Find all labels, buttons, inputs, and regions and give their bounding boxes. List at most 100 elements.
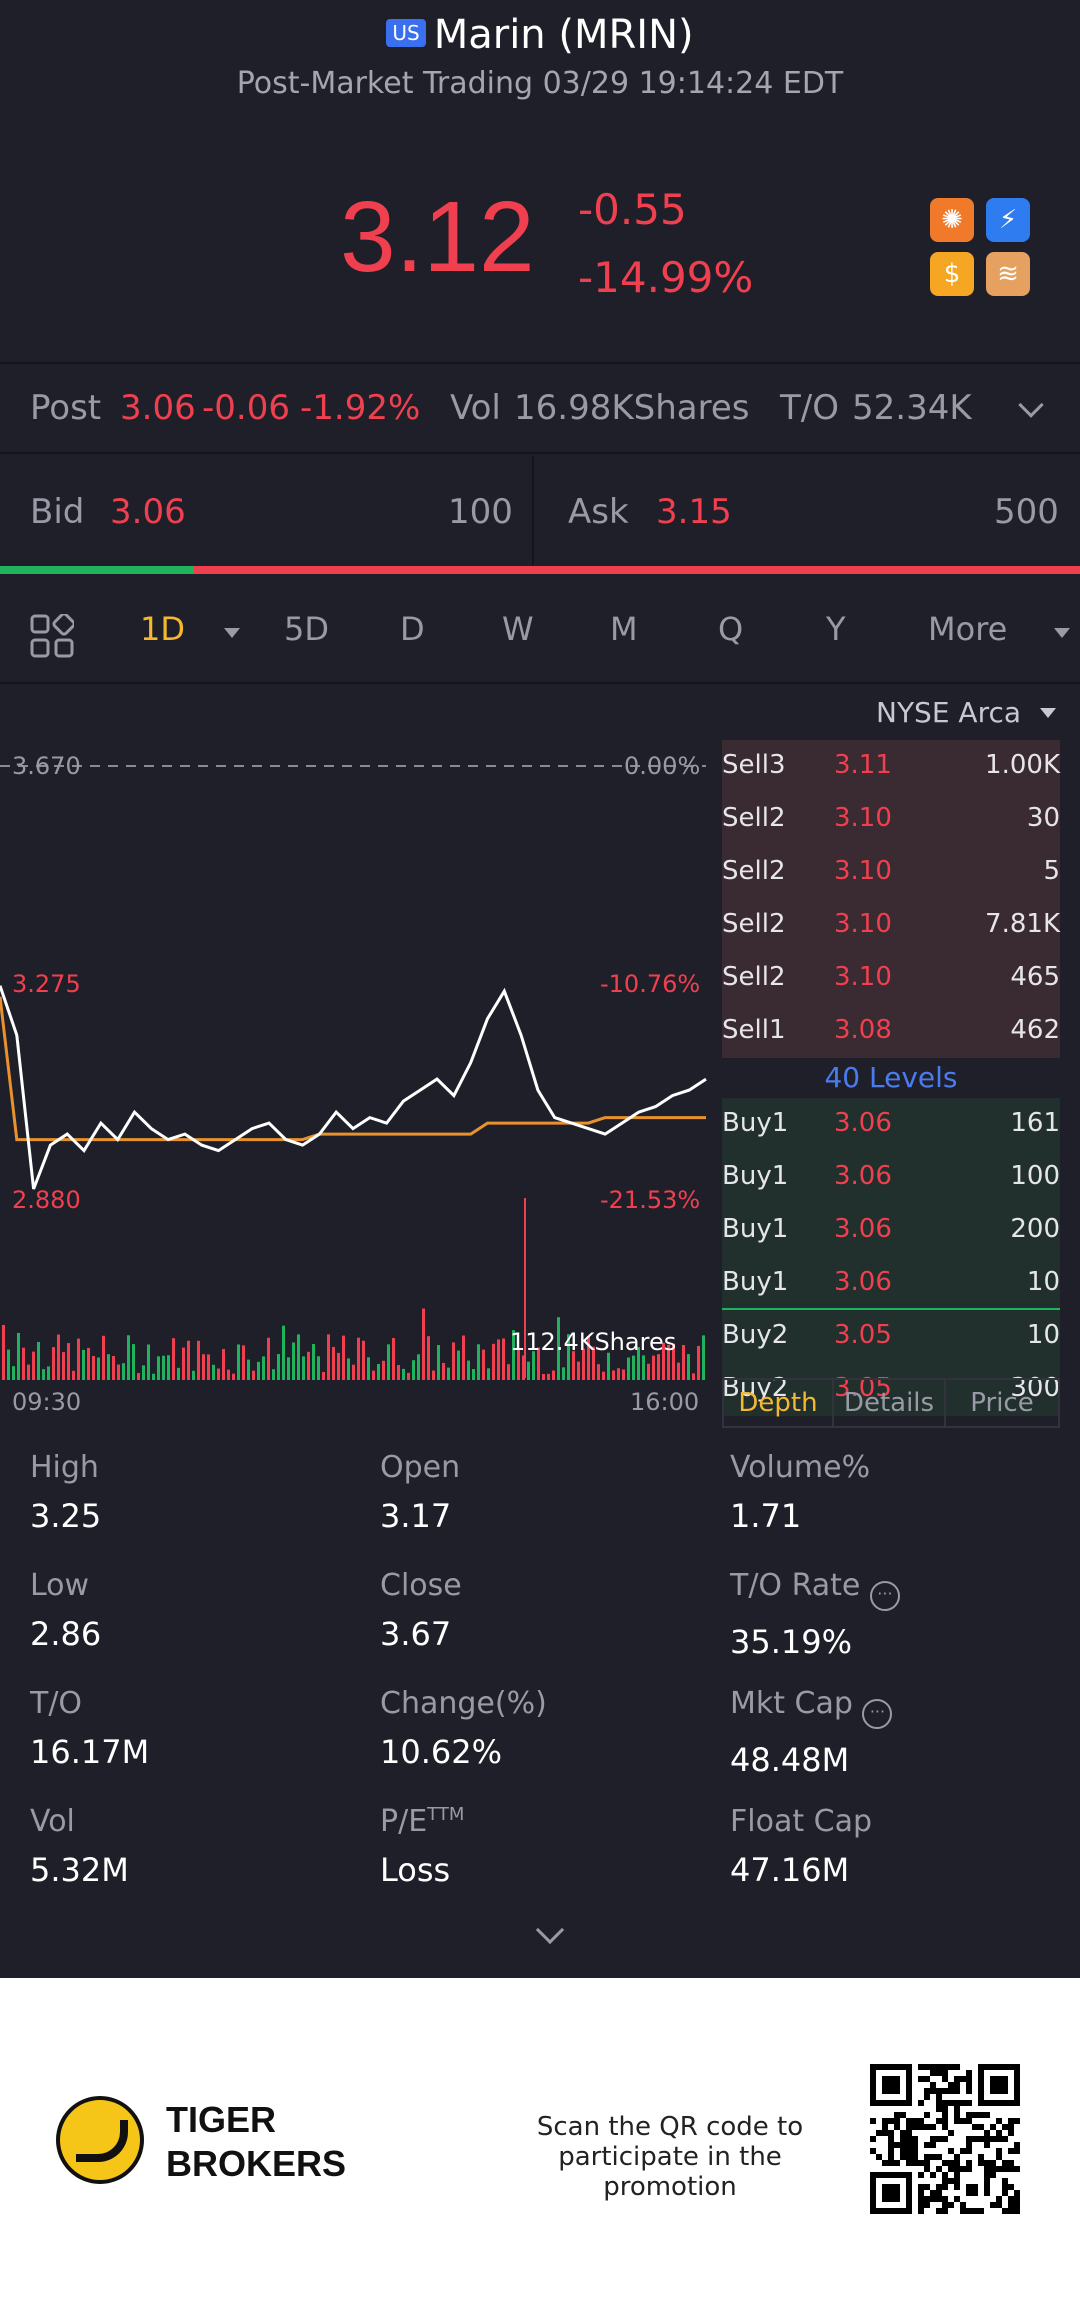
volume-bar [347,1358,350,1380]
price-chart-svg [0,765,707,1380]
volume-bar [237,1344,240,1380]
volume-bar [137,1373,140,1380]
volume-bar [112,1355,115,1380]
brand-name: TIGER BROKERS [166,2099,347,2184]
volume-bar [162,1355,165,1380]
level-size: 7.81K [985,909,1060,939]
exchange-selector[interactable]: NYSE Arca [876,696,1056,729]
side-label: Sell3 [722,750,786,780]
volume-bar [282,1325,285,1380]
volume-bar [632,1355,635,1380]
volume-bar [402,1368,405,1380]
volume-bar [562,1367,565,1380]
level-price: 3.06 [834,1108,892,1138]
dollar-icon[interactable]: $ [930,252,974,296]
tab-price[interactable]: Price [970,1388,1034,1418]
grid-icon[interactable] [30,614,74,658]
tab-details[interactable]: Details [834,1380,946,1426]
volume-bar [292,1342,295,1380]
quote-header: US Marin (MRIN) Post-Market Trading 03/29… [0,0,1080,360]
volume-bar [327,1334,330,1380]
levels-button[interactable]: 40 Levels [824,1061,958,1094]
chart-analysis-icon[interactable]: ✺ [930,198,974,242]
layers-icon[interactable]: ≋ [986,252,1030,296]
volume-bar [362,1340,365,1380]
caret-down-icon[interactable] [224,628,240,638]
volume-bar [382,1360,385,1380]
level-size: 10 [1026,1320,1060,1350]
intraday-chart[interactable]: 3.670 0.00% 3.275 -10.76% 2.880 -21.53% … [0,690,710,1416]
volume-bar [662,1342,665,1380]
volume-bar [57,1334,60,1380]
volume-bar [367,1357,370,1380]
tab-q[interactable]: Q [718,610,744,648]
volume-bar [467,1360,470,1380]
volume-bar [427,1336,430,1380]
tab-depth[interactable]: Depth [724,1380,834,1426]
tab-m[interactable]: M [610,610,638,648]
orderbook-tabs: Depth Details Price [722,1378,1060,1428]
volume-bar [62,1352,65,1380]
tab-d[interactable]: D [400,610,425,648]
volume-bar [512,1330,515,1380]
order-book[interactable]: Sell3 3.11 1.00K Sell2 3.10 30 Sell2 3.10 5 Sell2… [722,740,1060,1416]
volume-bar [17,1332,20,1380]
volume-bar [687,1354,690,1380]
tab-5d[interactable]: 5D [284,610,329,648]
exchange-label: NYSE Arca [876,696,1022,729]
volume-bar [227,1369,230,1380]
volume-bar [407,1372,410,1380]
volume-bar [262,1356,265,1380]
volume-bar [527,1361,530,1380]
volume-bar [302,1356,305,1380]
level-size: 10 [1026,1267,1060,1297]
volume-bar [47,1366,50,1380]
tab-1d[interactable]: 1D [140,610,185,648]
lightning-icon[interactable]: ⚡ [986,198,1030,242]
stock-title[interactable]: US Marin (MRIN) [0,12,1080,58]
time-start-label: 09:30 [12,1388,82,1416]
volume-bar [172,1338,175,1380]
volume-bar [22,1347,25,1380]
volume-bar [377,1363,380,1380]
post-to-value: 52.34K [852,388,972,428]
price-change: -0.55 [578,185,687,234]
volume-bar [652,1355,655,1380]
level-size: 465 [1010,962,1060,992]
volume-bar [357,1337,360,1380]
volume-bar [232,1373,235,1380]
tab-y[interactable]: Y [826,610,846,648]
volume-bar [317,1356,320,1380]
volume-bar [462,1335,465,1380]
top-pct-label: 0.00% [624,752,701,780]
qr-code-icon [870,2064,1020,2214]
volume-bar [647,1363,650,1380]
tab-more[interactable]: More [928,610,1008,648]
post-market-row[interactable]: Post 3.06 -0.06 -1.92% Vol 16.98KShares … [0,362,1080,454]
volume-bar [507,1364,510,1380]
expand-chevron-icon[interactable] [535,1915,565,1945]
volume-bar [207,1354,210,1380]
side-label: Buy1 [722,1108,789,1138]
volume-bar [97,1357,100,1380]
volume-bar [187,1340,190,1380]
price-change-pct: -14.99% [578,253,754,302]
volume-bar [637,1347,640,1380]
more-info-icon[interactable]: ··· [869,1581,900,1611]
volume-bar [37,1341,40,1380]
volume-bar [667,1344,670,1380]
volume-bar [127,1335,130,1380]
chevron-down-icon[interactable] [1018,392,1044,418]
volume-bar [447,1367,450,1380]
volume-bar [672,1343,675,1380]
volume-bar [387,1344,390,1380]
volume-bar [157,1356,160,1380]
more-info-icon[interactable]: ··· [862,1699,893,1729]
volume-bar [422,1308,425,1380]
tab-w[interactable]: W [502,610,534,648]
bid-row: Buy1 3.06 200 [722,1204,1060,1257]
volume-bar [472,1369,475,1380]
volume-bar [247,1359,250,1380]
caret-down-icon[interactable] [1054,628,1070,638]
caret-down-icon [1039,708,1056,718]
